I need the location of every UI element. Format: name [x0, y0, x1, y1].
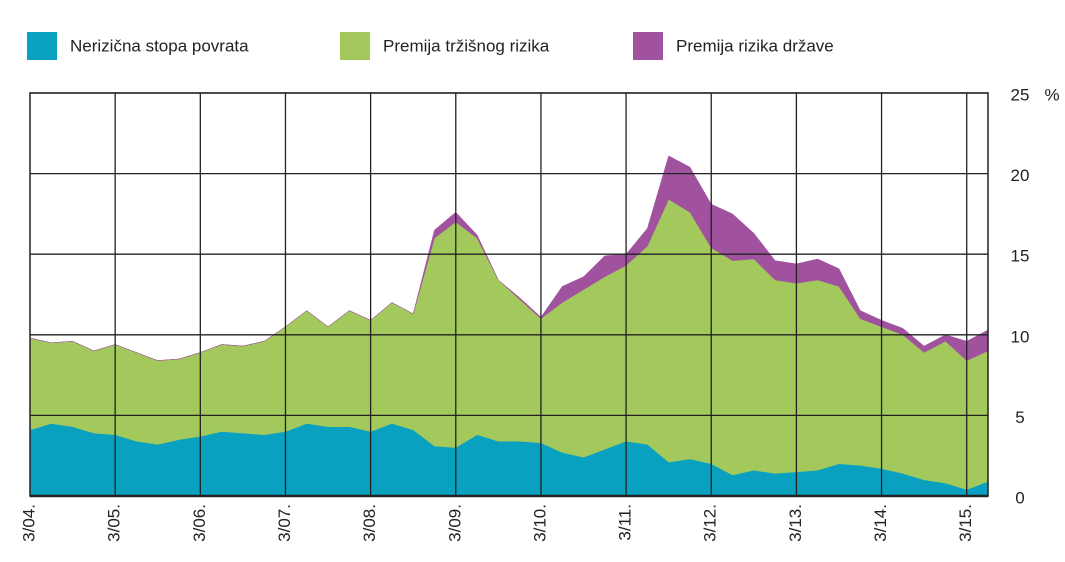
x-tick-label: 3/11.: [616, 504, 635, 541]
legend-swatch: [340, 32, 370, 60]
y-tick-label: 5: [1015, 408, 1024, 427]
y-tick-label: 0: [1015, 488, 1024, 507]
legend-label: Premija rizika države: [676, 36, 834, 55]
y-tick-label: 15: [1011, 247, 1030, 266]
y-tick-label: 20: [1011, 166, 1030, 185]
legend-label: Nerizična stopa povrata: [70, 36, 249, 55]
x-tick-label: 3/12.: [701, 504, 720, 542]
x-tick-label: 3/10.: [530, 504, 549, 542]
x-tick-label: 3/15.: [956, 504, 975, 542]
x-tick-label: 3/09.: [445, 504, 464, 542]
y-tick-label: 10: [1011, 327, 1030, 346]
legend-label: Premija tržišnog rizika: [383, 36, 550, 55]
y-tick-label: 25: [1011, 85, 1030, 104]
x-tick-label: 3/08.: [360, 504, 379, 542]
legend-swatch: [633, 32, 663, 60]
x-tick-label: 3/14.: [871, 504, 890, 542]
unit-label: %: [1044, 85, 1059, 104]
x-tick-label: 3/06.: [190, 504, 209, 542]
x-tick-label: 3/07.: [275, 504, 294, 542]
legend-swatch: [27, 32, 57, 60]
x-tick-label: 3/13.: [786, 504, 805, 542]
x-tick-label: 3/04.: [19, 504, 38, 542]
x-tick-label: 3/05.: [105, 504, 124, 542]
